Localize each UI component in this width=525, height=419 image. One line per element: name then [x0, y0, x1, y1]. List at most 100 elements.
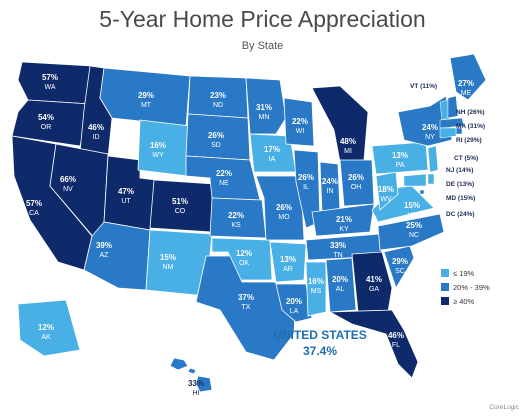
legend-item-high: ≥ 40%: [441, 295, 474, 307]
state-abbr-oh: OH: [351, 184, 362, 191]
callout-de: DE (13%): [446, 181, 474, 188]
state-wa: [17, 61, 93, 105]
state-ar: [269, 241, 307, 283]
state-ma: [439, 117, 465, 129]
state-pct-in: 24%: [322, 177, 338, 186]
state-shapes: [11, 53, 487, 393]
state-abbr-pa: PA: [396, 162, 405, 169]
state-nj: [427, 145, 439, 173]
state-pct-nm: 15%: [160, 253, 176, 262]
callout-ma: MA (31%): [456, 123, 485, 130]
state-nh: [447, 95, 459, 119]
state-ky: [311, 203, 375, 237]
legend-item-low: ≤ 19%: [441, 267, 474, 279]
state-il: [293, 149, 321, 229]
state-pct-nd: 23%: [210, 91, 226, 100]
state-abbr-va: VA: [408, 212, 417, 219]
state-pct-co: 51%: [172, 197, 188, 206]
state-oh: [339, 159, 375, 207]
state-abbr-ks: KS: [231, 222, 241, 229]
state-sc: [383, 245, 415, 289]
callout-nh: NH (26%): [456, 109, 485, 116]
national-label: UNITED STATES: [273, 328, 367, 342]
state-pct-mo: 26%: [276, 203, 292, 212]
state-pct-sc: 29%: [392, 257, 408, 266]
legend-swatch: [441, 297, 449, 305]
state-pct-ia: 17%: [264, 145, 280, 154]
state-md: [403, 173, 427, 187]
state-me: [449, 53, 487, 101]
legend-item-mid: 20% - 39%: [441, 281, 490, 293]
legend-swatch: [441, 269, 449, 277]
state-abbr-nm: NM: [163, 264, 174, 271]
state-pct-nc: 25%: [406, 221, 422, 230]
state-pct-al: 20%: [332, 275, 348, 284]
state-abbr-ga: GA: [369, 286, 379, 293]
legend-label: ≤ 19%: [453, 268, 475, 278]
callout-nj: NJ (14%): [446, 167, 473, 174]
callout-md: MD (15%): [446, 195, 475, 202]
callout-labels: VT (11%) NH (26%) MA (31%) RI (29%) CT (5%) N…: [410, 83, 485, 218]
state-abbr-co: CO: [175, 208, 186, 215]
state-pct-hi: 33%: [188, 379, 204, 388]
callout-ri: RI (29%): [456, 137, 482, 144]
state-wi: [283, 97, 315, 147]
legend-label: 20% - 39%: [453, 282, 490, 292]
state-abbr-sd: SD: [211, 142, 221, 149]
state-labels: 57% WA 54% OR 57% CA 46% ID 66% NV 47% UT 39% AZ 29% MT…: [26, 73, 474, 397]
state-pct-ak: 12%: [38, 323, 54, 332]
state-ny: [397, 95, 453, 147]
state-pct-tn: 33%: [330, 241, 346, 250]
state-abbr-id: ID: [93, 134, 100, 141]
state-ak: [17, 299, 81, 357]
state-ct: [439, 127, 457, 139]
state-pct-az: 39%: [96, 241, 112, 250]
state-abbr-ca: CA: [29, 210, 39, 217]
state-pct-il: 26%: [298, 173, 314, 182]
state-pct-me: 27%: [458, 79, 474, 88]
state-abbr-mt: MT: [141, 102, 152, 109]
state-abbr-nc: NC: [409, 232, 419, 239]
state-abbr-ia: IA: [269, 156, 276, 163]
state-abbr-az: AZ: [100, 252, 110, 259]
state-pct-nv: 66%: [60, 175, 76, 184]
state-pct-ks: 22%: [228, 211, 244, 220]
state-pct-ms: 16%: [308, 277, 324, 286]
state-pct-la: 20%: [286, 297, 302, 306]
state-pct-mt: 29%: [138, 91, 154, 100]
state-pct-pa: 13%: [392, 151, 408, 160]
state-or: [11, 99, 91, 147]
state-abbr-mn: MN: [259, 114, 270, 121]
state-abbr-sc: SC: [395, 268, 405, 275]
state-abbr-ut: UT: [121, 198, 131, 205]
state-pct-wv: 18%: [378, 185, 394, 194]
state-abbr-mi: MI: [344, 148, 352, 155]
state-abbr-ok: OK: [239, 260, 249, 267]
state-abbr-tn: TN: [333, 252, 342, 259]
state-abbr-wa: WA: [44, 84, 55, 91]
state-ga: [351, 251, 393, 313]
state-abbr-ak: AK: [41, 334, 51, 341]
state-abbr-mo: MO: [278, 214, 290, 221]
state-abbr-wv: WV: [380, 196, 392, 203]
state-pct-ok: 12%: [236, 249, 252, 258]
state-pct-wi: 22%: [292, 117, 308, 126]
state-abbr-il: IL: [303, 184, 309, 191]
state-de: [427, 173, 435, 185]
map-title: 5-Year Home Price Appreciation: [99, 6, 426, 32]
callout-dc: DC (24%): [446, 211, 475, 218]
state-pct-wy: 16%: [150, 141, 166, 150]
state-pct-ky: 21%: [336, 215, 352, 224]
state-pct-va: 15%: [404, 201, 420, 210]
state-mn: [245, 77, 287, 135]
state-tx: [195, 255, 297, 361]
state-pct-sd: 26%: [208, 131, 224, 140]
state-pct-ut: 47%: [118, 187, 134, 196]
state-dc: [419, 189, 425, 195]
state-abbr-tx: TX: [242, 304, 251, 311]
state-abbr-nv: NV: [63, 186, 73, 193]
state-abbr-ky: KY: [339, 226, 349, 233]
state-abbr-or: OR: [41, 124, 52, 131]
callout-ct: CT (5%): [454, 155, 478, 162]
